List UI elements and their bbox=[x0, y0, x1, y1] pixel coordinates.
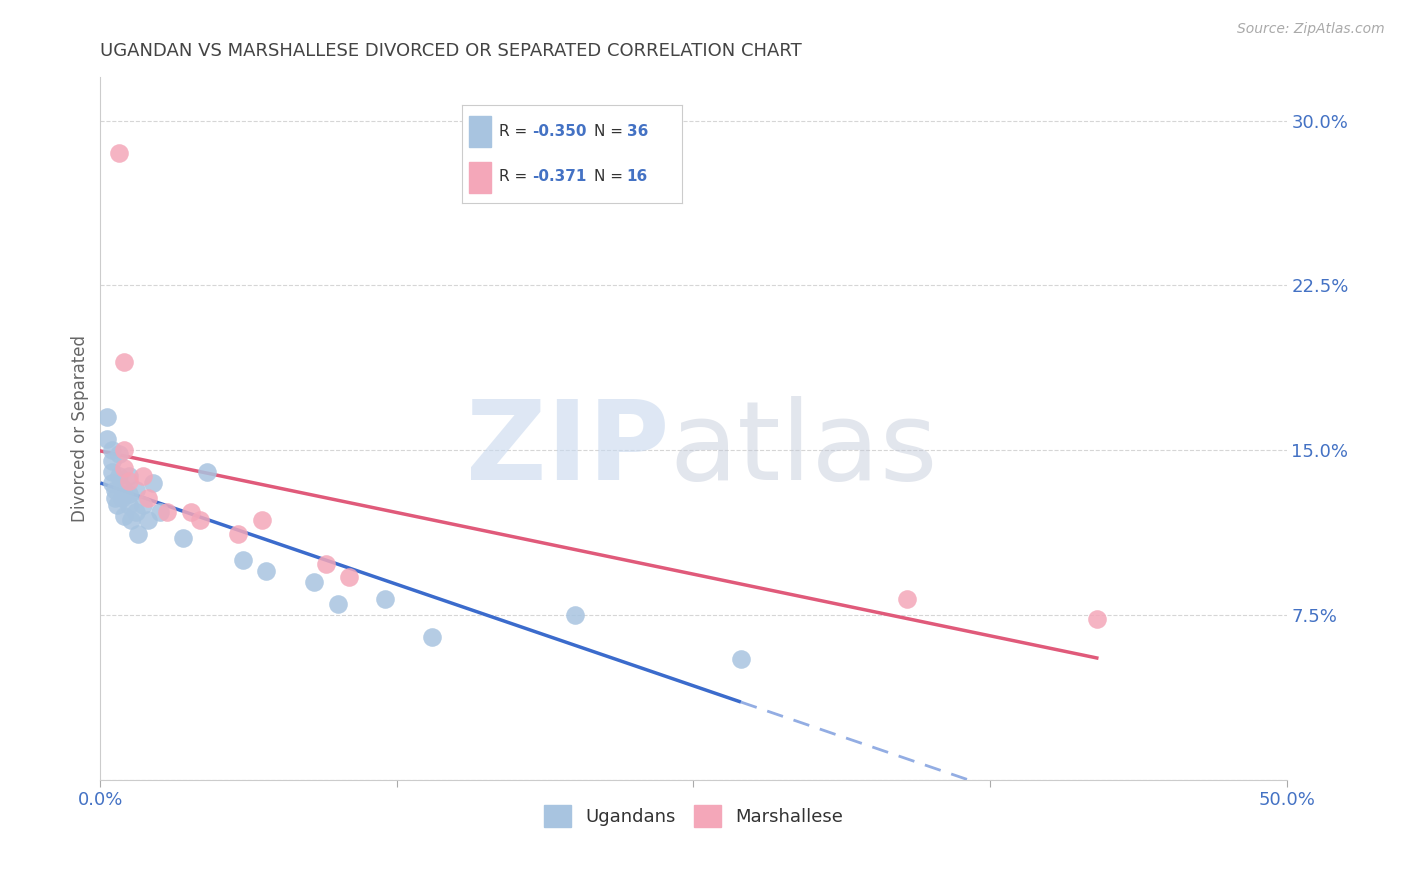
Point bbox=[195, 465, 218, 479]
Point bbox=[1085, 612, 1108, 626]
Point bbox=[120, 513, 142, 527]
Point bbox=[96, 410, 118, 425]
Point bbox=[108, 146, 131, 161]
Point bbox=[315, 558, 337, 572]
Point bbox=[125, 483, 148, 497]
Point bbox=[101, 454, 124, 468]
Point bbox=[118, 487, 141, 501]
Point bbox=[118, 498, 141, 512]
Legend: Ugandans, Marshallese: Ugandans, Marshallese bbox=[537, 797, 851, 834]
Point bbox=[103, 491, 125, 506]
Point bbox=[108, 469, 131, 483]
Point bbox=[172, 531, 194, 545]
Point bbox=[250, 513, 273, 527]
Point bbox=[339, 570, 361, 584]
Point bbox=[302, 574, 325, 589]
Point bbox=[112, 355, 135, 369]
Point bbox=[132, 498, 155, 512]
Point bbox=[149, 505, 172, 519]
Point bbox=[112, 508, 135, 523]
Point bbox=[127, 526, 149, 541]
Point bbox=[118, 469, 141, 483]
Point bbox=[179, 505, 201, 519]
Point bbox=[136, 513, 159, 527]
Point bbox=[730, 652, 752, 666]
Point bbox=[105, 498, 128, 512]
Point bbox=[156, 505, 179, 519]
Point bbox=[232, 553, 254, 567]
Point bbox=[226, 526, 249, 541]
Point bbox=[118, 474, 141, 488]
Point bbox=[188, 513, 211, 527]
Point bbox=[101, 476, 124, 491]
Point bbox=[103, 483, 125, 497]
Point bbox=[132, 469, 155, 483]
Point bbox=[112, 460, 135, 475]
Text: ZIP: ZIP bbox=[467, 396, 669, 503]
Point bbox=[111, 480, 134, 494]
Point bbox=[112, 443, 135, 458]
Text: UGANDAN VS MARSHALLESE DIVORCED OR SEPARATED CORRELATION CHART: UGANDAN VS MARSHALLESE DIVORCED OR SEPAR… bbox=[100, 42, 801, 60]
Point bbox=[136, 491, 159, 506]
Text: Source: ZipAtlas.com: Source: ZipAtlas.com bbox=[1237, 22, 1385, 37]
Point bbox=[101, 443, 124, 458]
Point bbox=[125, 505, 148, 519]
Text: atlas: atlas bbox=[669, 396, 938, 503]
Point bbox=[374, 592, 396, 607]
Point bbox=[101, 465, 124, 479]
Y-axis label: Divorced or Separated: Divorced or Separated bbox=[72, 334, 89, 522]
Point bbox=[326, 597, 349, 611]
Point bbox=[254, 564, 277, 578]
Point bbox=[422, 630, 444, 644]
Point bbox=[96, 432, 118, 446]
Point bbox=[112, 487, 135, 501]
Point bbox=[141, 476, 163, 491]
Point bbox=[564, 607, 586, 622]
Point bbox=[108, 447, 131, 461]
Point bbox=[896, 592, 918, 607]
Point bbox=[111, 491, 134, 506]
